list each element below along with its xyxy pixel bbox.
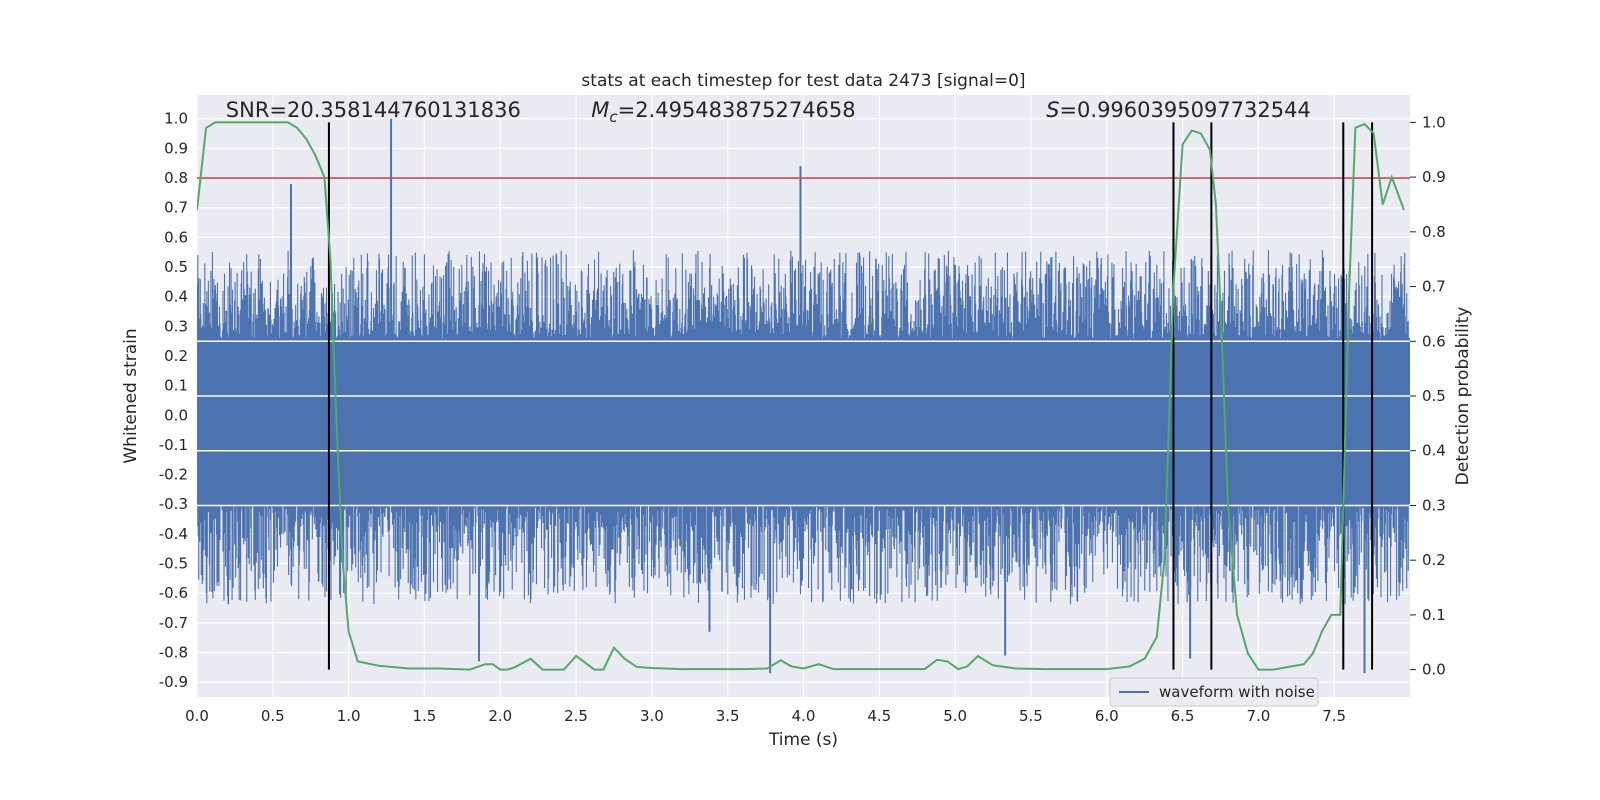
x-tick-label: 0.5 [261,707,285,725]
x-tick-label: 2.5 [564,707,588,725]
x-tick-label: 1.0 [337,707,361,725]
overlay-lines [197,121,1410,671]
y2-tick-label: 0.8 [1422,223,1446,241]
x-tick-label: 7.0 [1246,707,1270,725]
y2-tick-label: 0.2 [1422,551,1446,569]
axis-ticks: 0.0 0.5 1.0 1.5 2.0 2.5 3.0 3.5 4.0 4.5 5.0 5.5 6.0 6… [159,110,1446,725]
annotation-value: =0.9960395097732544 [1059,98,1310,122]
x-axis-label: Time (s) [768,730,838,750]
x-tick-label: 7.5 [1322,707,1346,725]
y-tick-label: 0.3 [164,317,188,335]
y2-tick-label: 0.5 [1422,387,1446,405]
y-tick-label: 0.0 [164,406,188,424]
chart-title: stats at each timestep for test data 247… [581,71,1025,91]
y-tick-label: -0.9 [159,673,188,691]
y-tick-label: -0.5 [159,555,188,573]
x-tick-label: 5.5 [1019,707,1043,725]
annotation-value: =2.495483875274658 [618,98,856,122]
y-tick-label: 0.7 [164,199,188,217]
annotation-text: SNR=20.358144760131836 [226,98,521,122]
legend-label: waveform with noise [1159,683,1315,701]
y-tick-label: -0.3 [159,495,188,513]
detection-probability-line [197,121,1405,671]
y-tick-label: -0.6 [159,584,188,602]
y-axis-label: Whitened strain [121,328,141,463]
y-tick-label: 0.8 [164,169,188,187]
x-tick-label: 0.0 [185,707,209,725]
y2-tick-label: 0.9 [1422,168,1446,186]
annotation-math: M [591,98,609,122]
legend-box [1109,677,1319,707]
annotation-subscript: c [609,108,618,126]
legend: waveform with noise [1109,677,1319,707]
y-tick-label: 0.4 [164,288,188,306]
y-tick-label: -0.4 [159,525,188,543]
y2-tick-label: 0.7 [1422,278,1446,296]
y-tick-label: -0.8 [159,644,188,662]
y-tick-label: -0.1 [159,436,188,454]
y2-tick-label: 0.0 [1422,661,1446,679]
y2-tick-label: 0.4 [1422,442,1446,460]
waveform-core-band [197,338,1410,505]
y-tick-label: 0.5 [164,258,188,276]
y-tick-label: 0.2 [164,347,188,365]
y2-tick-label: 0.1 [1422,606,1446,624]
x-tick-label: 1.5 [413,707,437,725]
x-tick-label: 3.5 [716,707,740,725]
annotation-math: S [1046,98,1059,122]
y-tick-label: -0.7 [159,614,188,632]
y2-tick-label: 0.6 [1422,332,1446,350]
x-tick-label: 4.0 [792,707,816,725]
y2-tick-label: 1.0 [1422,113,1446,131]
x-tick-label: 3.0 [640,707,664,725]
x-tick-label: 5.0 [943,707,967,725]
annotation-text: S=0.9960395097732544 [1046,98,1311,122]
y2-tick-label: 0.3 [1422,496,1446,514]
annotations: SNR=20.358144760131836 Mc=2.4954838752746… [226,98,1311,126]
y-tick-label: 1.0 [164,110,188,128]
x-tick-label: 6.5 [1171,707,1195,725]
y-tick-label: 0.6 [164,228,188,246]
x-tick-label: 4.5 [867,707,891,725]
y-tick-label: -0.2 [159,466,188,484]
annotation-text: Mc=2.495483875274658 [591,98,855,126]
y-tick-label: 0.9 [164,139,188,157]
x-tick-label: 6.0 [1095,707,1119,725]
y-tick-label: 0.1 [164,377,188,395]
y2-axis-label: Detection probability [1453,307,1473,486]
x-tick-label: 2.0 [488,707,512,725]
waveform-series [197,118,1410,674]
